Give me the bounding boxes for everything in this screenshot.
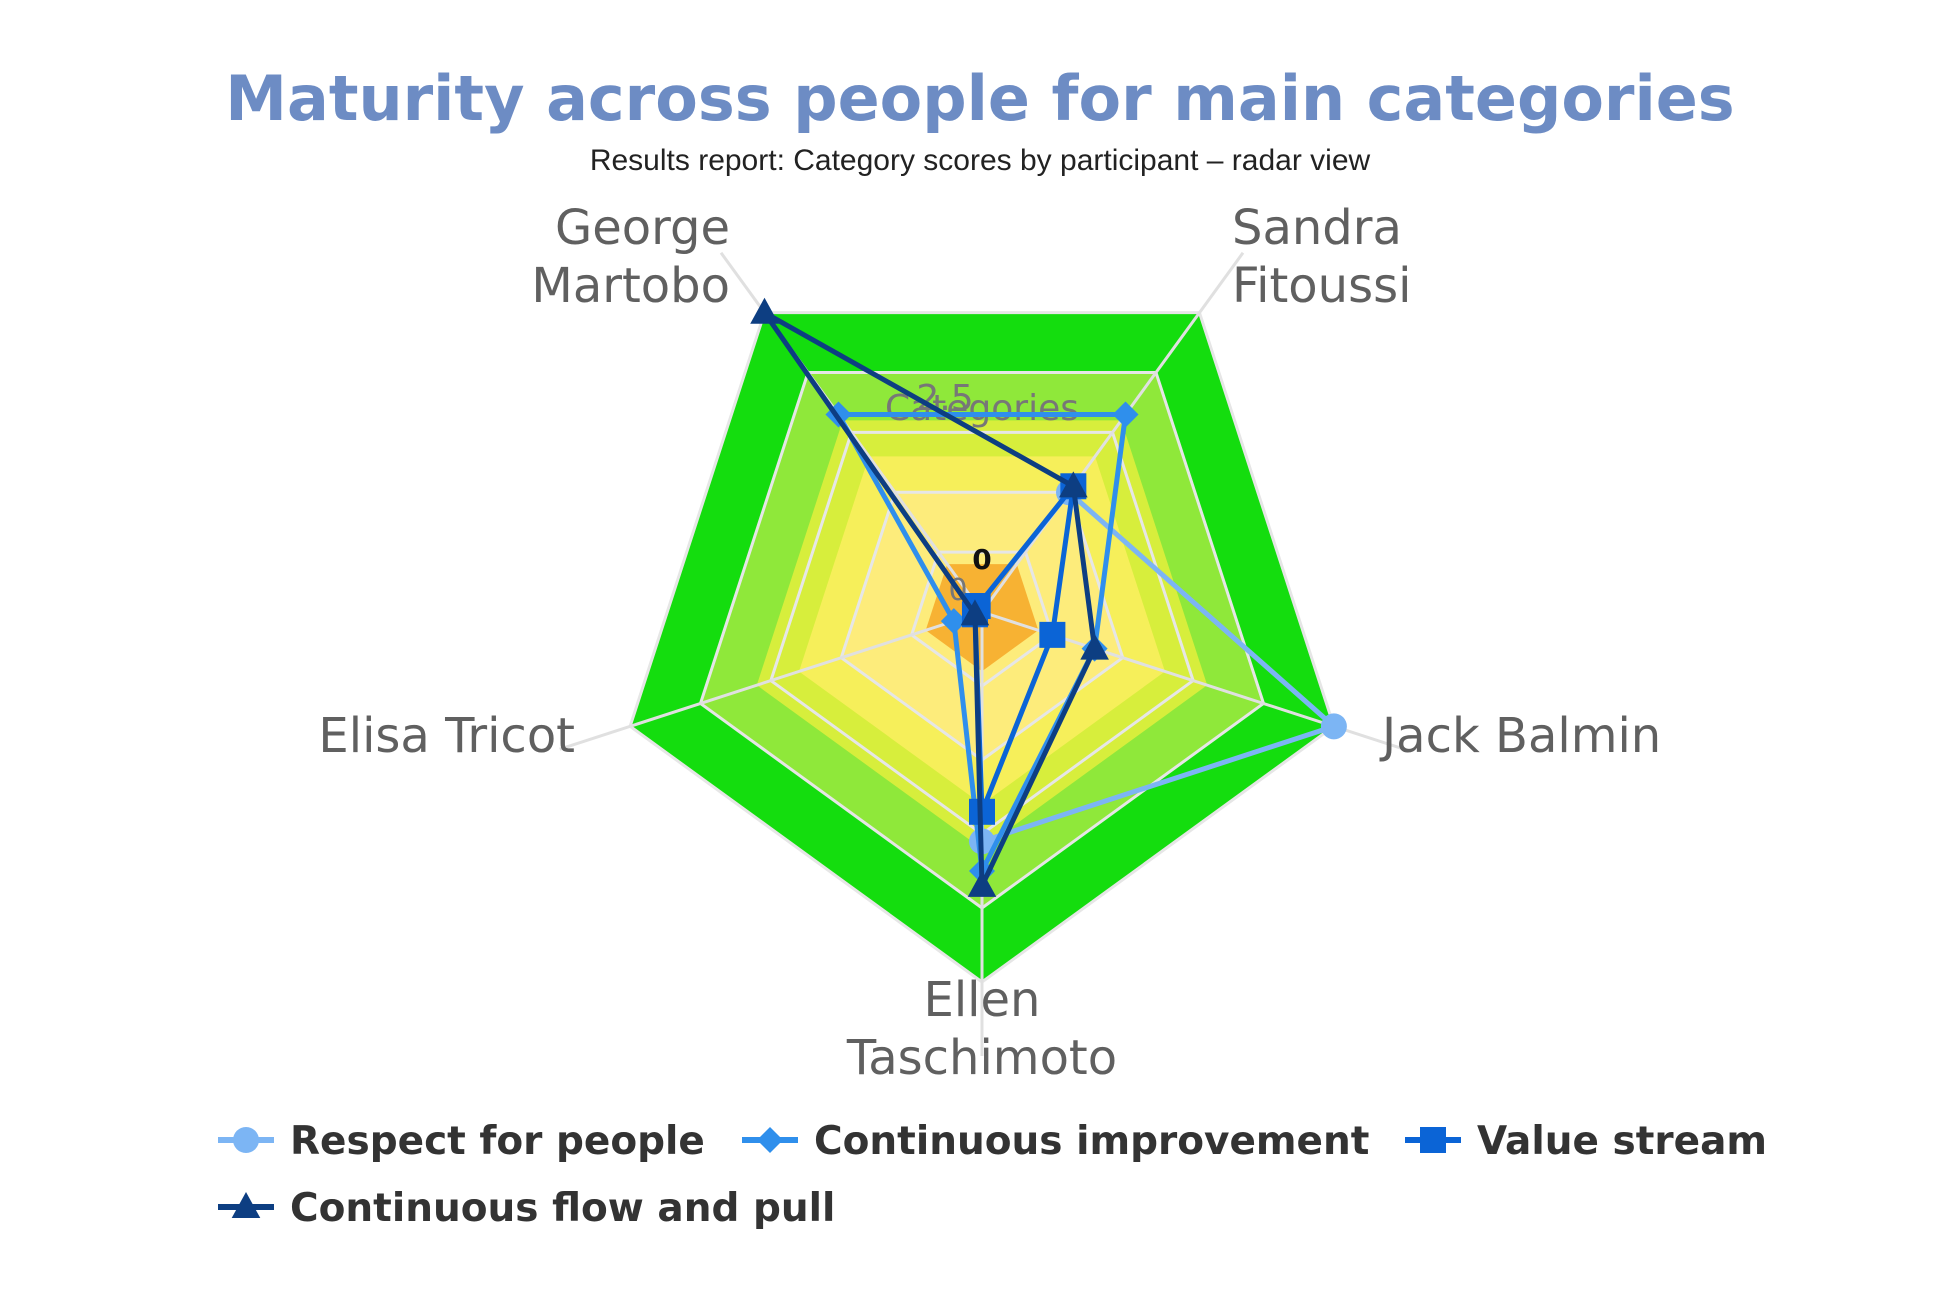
data-point[interactable] (1059, 471, 1088, 498)
legend-symbol[interactable] (233, 1127, 259, 1153)
axis-label-0: Sandra Fitoussi (1232, 200, 1411, 314)
data-point[interactable] (960, 599, 990, 626)
legend-symbol[interactable] (757, 1127, 783, 1153)
data-point[interactable] (1080, 633, 1109, 660)
legend-label: Continuous flow and pull (290, 1186, 835, 1231)
axis-label-1: Jack Balmin (1379, 708, 1661, 764)
grid-ring (839, 490, 1125, 762)
legend-item-1[interactable]: Continuous improvement (742, 1119, 1369, 1164)
data-point[interactable] (750, 297, 779, 324)
data-point[interactable] (1320, 713, 1347, 740)
data-point[interactable] (940, 608, 967, 635)
legend-label: Value stream (1477, 1119, 1767, 1164)
data-point[interactable] (1112, 401, 1139, 428)
grid-spoke (980, 251, 1245, 613)
series-layer (750, 297, 1347, 897)
legend-symbol[interactable] (1420, 1127, 1446, 1153)
legend-symbol[interactable] (231, 1192, 261, 1219)
grid-ring (909, 550, 1055, 688)
chart-title: Maturity across people for main categori… (225, 62, 1734, 135)
chart-subtitle: Results report: Category scores by parti… (590, 144, 1371, 177)
legend: Respect for people Continuous improvement… (218, 1119, 1767, 1231)
data-point[interactable] (1039, 621, 1066, 648)
zero-label: 0 (972, 543, 991, 576)
grid-ring (628, 311, 1336, 984)
series-line (835, 411, 1129, 874)
legend-label: Continuous improvement (814, 1119, 1369, 1164)
axis-label-3: Elisa Tricot (318, 708, 575, 764)
axis-label-2: Ellen Taschimoto (846, 972, 1117, 1086)
pane-title: Categories (885, 388, 1079, 429)
legend-label: Respect for people (290, 1119, 705, 1164)
legend-item-2[interactable]: Value stream (1405, 1119, 1767, 1164)
legend-item-0[interactable]: Respect for people (218, 1119, 705, 1164)
series-line (762, 310, 1098, 889)
legend-item-3[interactable]: Continuous flow and pull (218, 1186, 835, 1231)
grid-spoke (559, 610, 983, 751)
axis-label-4: George Martobo (531, 200, 730, 314)
axis-labels: Sandra Fitoussi Jack Balmin Ellen Taschimoto… (318, 200, 1661, 1086)
series-3 (750, 297, 1109, 897)
grid-ring (769, 430, 1195, 836)
data-point[interactable] (967, 870, 997, 897)
